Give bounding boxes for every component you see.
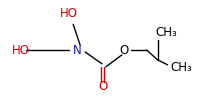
Text: CH₃: CH₃: [156, 26, 177, 39]
Text: HO: HO: [12, 44, 30, 56]
Text: HO: HO: [60, 7, 78, 20]
Text: O: O: [98, 80, 108, 93]
Text: N: N: [73, 44, 82, 56]
Text: CH₃: CH₃: [171, 61, 192, 74]
Text: O: O: [119, 44, 128, 56]
